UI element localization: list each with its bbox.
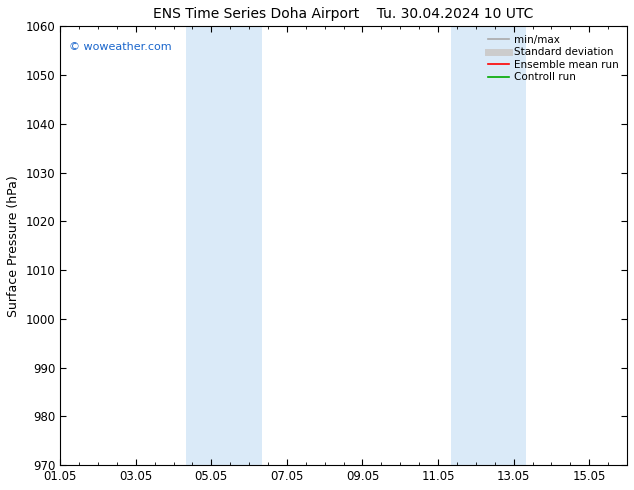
Legend: min/max, Standard deviation, Ensemble mean run, Controll run: min/max, Standard deviation, Ensemble me… (485, 31, 622, 86)
Bar (186, 26, 262, 465)
Y-axis label: Surface Pressure (hPa): Surface Pressure (hPa) (7, 175, 20, 317)
Text: © woweather.com: © woweather.com (68, 42, 171, 51)
Title: ENS Time Series Doha Airport    Tu. 30.04.2024 10 UTC: ENS Time Series Doha Airport Tu. 30.04.2… (153, 7, 534, 21)
Bar (451, 26, 526, 465)
